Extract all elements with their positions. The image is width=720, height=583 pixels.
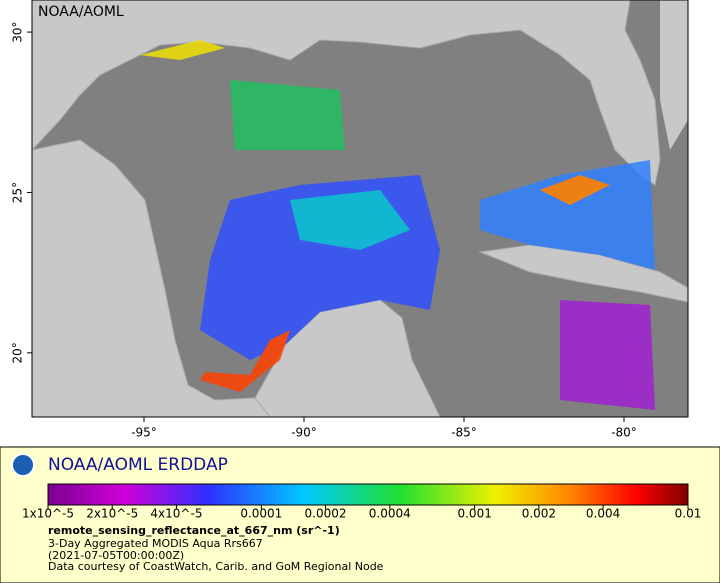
y-tick-label: 25° [11, 182, 25, 203]
colorbar-tick-label: 0.01 [675, 507, 702, 521]
x-tick-label: -80° [611, 426, 637, 440]
colorbar-tick-label: 4x10^-5 [150, 507, 202, 521]
map-credit: NOAA/AOML [38, 4, 124, 20]
land-us [32, 0, 661, 186]
x-tick-label: -90° [291, 426, 317, 440]
colorbar-tick-label: 2x10^-5 [86, 507, 138, 521]
map-frame [31, 0, 689, 418]
colorbar-tick-label: 0.0002 [305, 507, 347, 521]
legend-title: NOAA/AOML ERDDAP [48, 455, 228, 475]
patch [140, 40, 225, 60]
legend-line: (2021-07-05T00:00:00Z) [48, 549, 184, 562]
x-tick-label: -95° [131, 426, 157, 440]
patch [560, 300, 655, 410]
colorbar-tick-label: 1x10^-5 [22, 507, 74, 521]
colorbar-tick-label: 0.0001 [240, 507, 282, 521]
patch [480, 160, 655, 270]
patch [290, 190, 410, 250]
colorbar-tick-label: 0.001 [457, 507, 491, 521]
patch [540, 175, 610, 205]
noaa-logo [11, 453, 35, 477]
colorbar [47, 483, 689, 506]
variable-name: remote_sensing_reflectance_at_667_nm (sr… [48, 524, 340, 537]
patch [230, 80, 345, 150]
legend-line: 3-Day Aggregated MODIS Aqua Rrs667 [48, 537, 263, 550]
land-florida-east [660, 0, 688, 150]
colorbar-tick-label: 0.002 [522, 507, 556, 521]
reflectance-patches [140, 40, 655, 410]
land-mexico [32, 139, 271, 417]
colorbar-tick-label: 0.004 [586, 507, 620, 521]
colorbar-tick-label: 0.0004 [369, 507, 411, 521]
y-tick-label: 20° [11, 342, 25, 363]
x-tick-label: -85° [451, 426, 477, 440]
legend-line: Data courtesy of CoastWatch, Carib. and … [48, 560, 384, 573]
y-tick-label: 30° [11, 21, 25, 42]
legend-box [0, 446, 720, 583]
patch [200, 330, 290, 392]
map-area [32, 0, 688, 417]
